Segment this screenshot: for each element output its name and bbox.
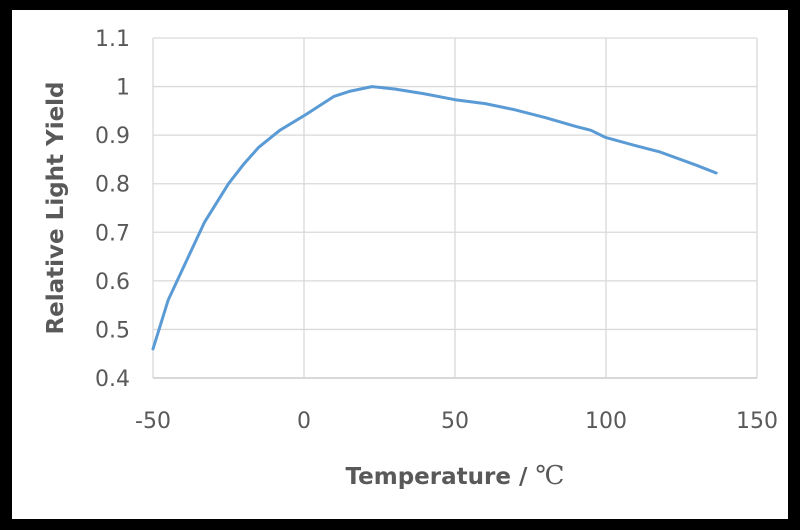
y-tick-label: 0.5 <box>95 318 130 343</box>
y-tick-label: 0.7 <box>95 221 130 246</box>
y-tick-label: 0.6 <box>95 270 130 295</box>
y-tick-label: 0.9 <box>95 124 130 149</box>
gridlines <box>152 37 758 379</box>
data-series-line <box>151 85 718 351</box>
y-tick-label: 1 <box>116 76 130 101</box>
y-tick-label: 0.4 <box>95 367 130 392</box>
x-tick-label: 150 <box>736 409 778 434</box>
x-axis-title: Temperature / ℃ <box>346 461 565 490</box>
y-tick-label: 1.1 <box>95 27 130 52</box>
x-axis-tick-labels: -50 0 50 100 150 <box>135 409 778 434</box>
y-axis-tick-labels: 0.4 0.5 0.6 0.7 0.8 0.9 1 1.1 <box>95 27 130 392</box>
chart-frame: 0.4 0.5 0.6 0.7 0.8 0.9 1 1.1 -50 0 50 100 150 Rela… <box>12 10 788 519</box>
y-tick-label: 0.8 <box>95 173 130 198</box>
x-tick-label: -50 <box>135 409 171 434</box>
y-axis-title: Relative Light Yield <box>43 81 69 334</box>
x-tick-label: 0 <box>297 409 311 434</box>
line-chart: 0.4 0.5 0.6 0.7 0.8 0.9 1 1.1 -50 0 50 100 150 Rela… <box>43 27 778 490</box>
x-tick-label: 50 <box>441 409 469 434</box>
x-tick-label: 100 <box>585 409 627 434</box>
